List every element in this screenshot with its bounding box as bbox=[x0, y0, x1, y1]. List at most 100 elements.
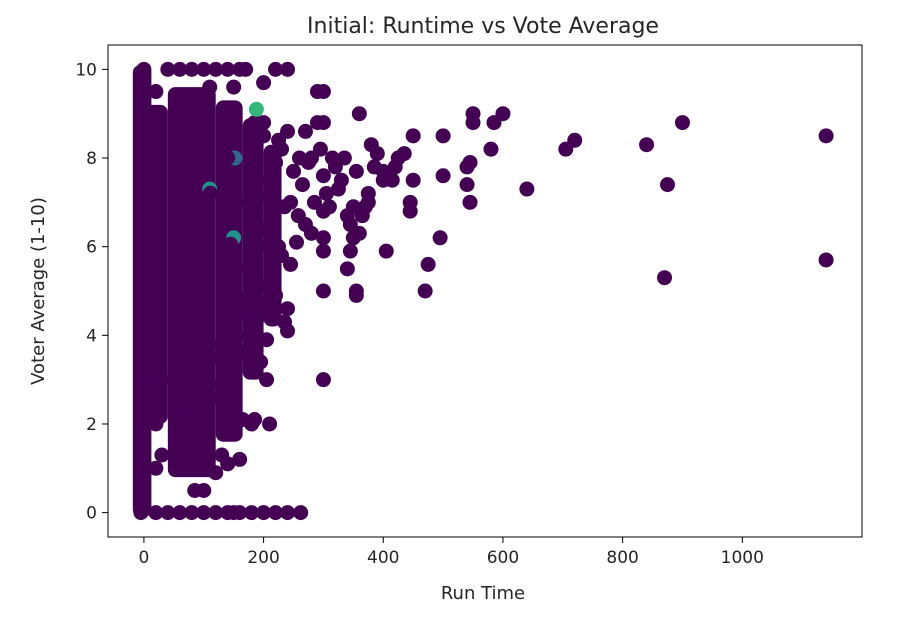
data-point bbox=[417, 283, 433, 299]
data-point bbox=[226, 79, 242, 95]
data-point bbox=[184, 61, 200, 77]
data-point bbox=[256, 128, 272, 144]
data-point bbox=[330, 181, 346, 197]
data-point bbox=[232, 451, 248, 467]
data-point bbox=[226, 394, 242, 410]
data-point bbox=[280, 301, 296, 317]
data-point bbox=[351, 106, 367, 122]
y-tick-label: 10 bbox=[75, 60, 97, 80]
data-point bbox=[220, 505, 236, 521]
y-axis: 0 2 4 6 8 10 bbox=[75, 60, 108, 524]
x-axis: 0 200 400 600 800 1000 bbox=[138, 537, 764, 568]
data-point bbox=[268, 61, 284, 77]
points-layer bbox=[133, 61, 834, 521]
data-point bbox=[294, 177, 310, 193]
x-tick-label: 200 bbox=[247, 548, 279, 568]
data-point bbox=[271, 132, 287, 148]
data-point bbox=[435, 128, 451, 144]
data-point bbox=[133, 482, 149, 498]
data-point bbox=[136, 327, 152, 343]
data-point bbox=[462, 194, 478, 210]
data-point bbox=[247, 203, 263, 219]
data-point bbox=[232, 305, 248, 321]
data-point bbox=[154, 447, 170, 463]
data-point bbox=[363, 137, 379, 153]
data-point bbox=[339, 261, 355, 277]
data-point bbox=[148, 416, 164, 432]
data-point bbox=[196, 61, 212, 77]
data-point bbox=[262, 239, 278, 255]
y-axis-label: Voter Average (1-10) bbox=[28, 197, 49, 385]
data-point bbox=[280, 61, 296, 77]
data-point bbox=[435, 168, 451, 184]
data-point bbox=[235, 412, 251, 428]
data-point bbox=[217, 425, 233, 441]
data-point bbox=[277, 314, 293, 330]
data-point bbox=[235, 345, 251, 361]
data-point bbox=[405, 128, 421, 144]
highlight-point bbox=[248, 101, 264, 117]
data-point bbox=[190, 403, 206, 419]
data-point bbox=[277, 199, 293, 215]
data-point bbox=[432, 230, 448, 246]
data-point bbox=[256, 505, 272, 521]
data-point bbox=[256, 75, 272, 91]
y-tick-label: 0 bbox=[86, 504, 97, 524]
data-point bbox=[486, 115, 502, 131]
data-point bbox=[184, 438, 200, 454]
data-point bbox=[268, 505, 284, 521]
data-point bbox=[459, 177, 475, 193]
data-point bbox=[202, 336, 218, 352]
data-point bbox=[558, 141, 574, 157]
y-tick-label: 8 bbox=[86, 149, 97, 169]
data-point bbox=[387, 159, 403, 175]
data-point bbox=[244, 230, 260, 246]
data-point bbox=[315, 168, 331, 184]
data-point bbox=[253, 279, 269, 295]
data-point bbox=[238, 61, 254, 77]
data-point bbox=[657, 270, 673, 286]
data-point bbox=[202, 79, 218, 95]
data-point bbox=[639, 137, 655, 153]
data-point bbox=[220, 354, 236, 370]
data-point bbox=[250, 310, 266, 326]
data-point bbox=[136, 194, 152, 210]
data-point bbox=[160, 61, 176, 77]
dense-region bbox=[143, 104, 168, 424]
data-point bbox=[259, 372, 275, 388]
x-tick-label: 0 bbox=[138, 548, 149, 568]
data-point bbox=[256, 221, 272, 237]
data-point bbox=[309, 115, 325, 131]
data-point bbox=[214, 447, 230, 463]
data-point bbox=[268, 154, 284, 170]
data-point bbox=[136, 106, 152, 122]
data-point bbox=[208, 61, 224, 77]
x-tick-label: 400 bbox=[367, 548, 399, 568]
data-point bbox=[148, 505, 164, 521]
y-tick-label: 4 bbox=[86, 326, 97, 346]
data-point bbox=[265, 270, 281, 286]
data-point bbox=[262, 416, 278, 432]
data-point bbox=[223, 236, 239, 252]
data-point bbox=[402, 203, 418, 219]
data-point bbox=[660, 177, 676, 193]
data-point bbox=[274, 248, 290, 264]
data-point bbox=[339, 208, 355, 224]
data-point bbox=[172, 416, 188, 432]
data-point bbox=[202, 185, 218, 201]
data-point bbox=[196, 505, 212, 521]
data-point bbox=[818, 128, 834, 144]
data-point bbox=[459, 159, 475, 175]
y-tick-label: 2 bbox=[86, 415, 97, 435]
data-point bbox=[229, 327, 245, 343]
data-point bbox=[238, 292, 254, 308]
data-point bbox=[280, 505, 296, 521]
data-point bbox=[256, 296, 272, 312]
data-point bbox=[160, 505, 176, 521]
data-point bbox=[136, 239, 152, 255]
data-point bbox=[375, 172, 391, 188]
data-point bbox=[232, 505, 248, 521]
data-point bbox=[250, 172, 266, 188]
